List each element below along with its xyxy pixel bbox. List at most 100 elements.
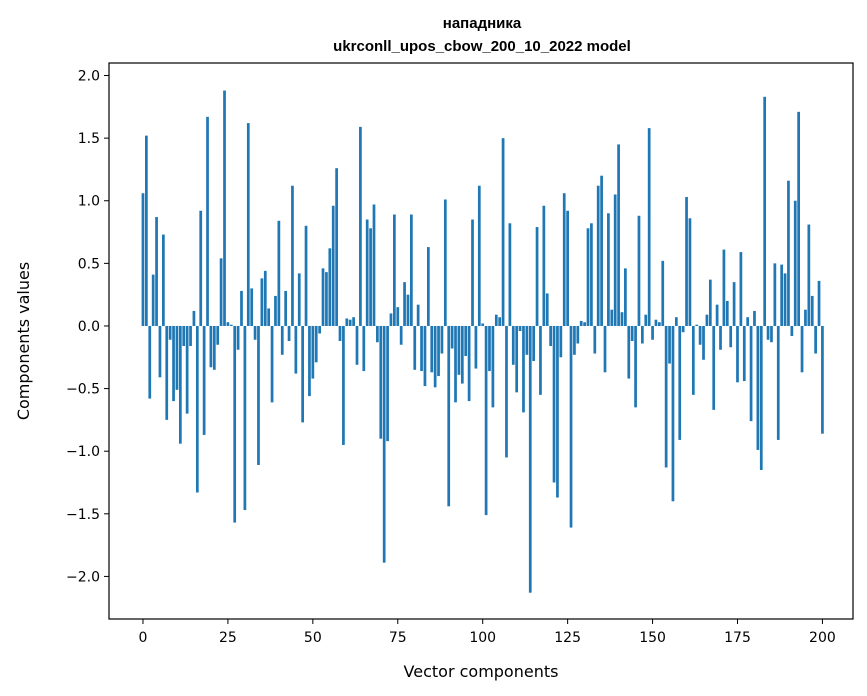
bar-37 xyxy=(267,308,271,326)
bar-22 xyxy=(216,325,220,345)
bar-76 xyxy=(399,325,403,345)
bar-95 xyxy=(464,325,468,357)
bar-42 xyxy=(284,290,288,326)
bar-134 xyxy=(596,185,600,326)
y-tick-label: 1.0 xyxy=(78,194,100,210)
bar-149 xyxy=(647,128,651,326)
bar-137 xyxy=(607,213,610,326)
bar-147 xyxy=(641,325,644,344)
bar-87 xyxy=(437,325,440,377)
bar-112 xyxy=(522,325,525,413)
y-tick-label: 0.0 xyxy=(78,319,100,335)
y-tick-label: −2.0 xyxy=(66,569,100,585)
bar-66 xyxy=(365,219,369,326)
bar-165 xyxy=(702,325,705,360)
bar-110 xyxy=(515,325,519,393)
bar-65 xyxy=(362,325,366,372)
bar-36 xyxy=(263,270,267,326)
bar-88 xyxy=(440,325,444,354)
bar-152 xyxy=(658,322,661,326)
bar-94 xyxy=(460,325,464,384)
bar-185 xyxy=(770,325,773,343)
bar-180 xyxy=(753,310,756,326)
bar-70 xyxy=(379,325,383,439)
bar-73 xyxy=(389,313,393,326)
bar-178 xyxy=(746,317,750,326)
y-tick-label: 1.5 xyxy=(78,131,100,147)
bar-189 xyxy=(783,273,787,326)
bar-162 xyxy=(691,325,695,395)
bar-121 xyxy=(552,325,556,483)
bar-161 xyxy=(688,218,692,326)
bar-115 xyxy=(532,325,536,362)
bar-96 xyxy=(467,325,471,402)
bar-5 xyxy=(158,325,162,378)
bar-91 xyxy=(450,325,454,349)
bar-12 xyxy=(182,325,186,347)
bar-141 xyxy=(620,312,624,326)
bar-32 xyxy=(250,288,254,326)
bar-117 xyxy=(539,325,542,395)
bar-199 xyxy=(817,280,821,326)
bar-107 xyxy=(505,325,508,458)
bar-52 xyxy=(318,325,321,334)
bar-85 xyxy=(430,325,434,373)
bar-55 xyxy=(328,248,332,326)
bar-49 xyxy=(308,325,311,397)
bar-74 xyxy=(393,214,396,326)
bar-68 xyxy=(372,204,376,326)
bar-190 xyxy=(787,180,790,326)
bar-31 xyxy=(246,123,250,326)
x-tick-label: 175 xyxy=(724,630,751,646)
bar-99 xyxy=(477,185,481,326)
bar-159 xyxy=(681,325,685,333)
bar-122 xyxy=(556,325,559,498)
bar-169 xyxy=(715,304,719,326)
bar-156 xyxy=(671,325,675,502)
bar-133 xyxy=(593,325,597,354)
bar-140 xyxy=(617,144,620,326)
bar-30 xyxy=(243,325,247,511)
bar-61 xyxy=(348,319,352,326)
bar-48 xyxy=(304,225,308,326)
bar-51 xyxy=(314,325,318,363)
bar-164 xyxy=(698,325,702,345)
bar-24 xyxy=(223,90,226,326)
bar-41 xyxy=(280,325,284,355)
bar-92 xyxy=(454,325,457,403)
bar-18 xyxy=(202,325,206,435)
bar-167 xyxy=(708,279,712,326)
bar-93 xyxy=(457,325,461,375)
y-axis-label: Components values xyxy=(14,262,33,420)
y-axis-ticks: −2.0 −1.5 −1.0 −0.5 0.0 0.5 1.0 1.5 2.0 xyxy=(66,69,109,585)
bar-108 xyxy=(508,223,512,326)
bar-136 xyxy=(603,325,607,373)
bar-128 xyxy=(576,325,580,344)
bar-64 xyxy=(359,126,362,326)
bar-57 xyxy=(335,168,338,326)
bar-177 xyxy=(742,325,746,382)
bar-179 xyxy=(749,325,753,422)
bar-119 xyxy=(545,293,549,326)
bar-120 xyxy=(549,325,552,347)
x-tick-label: 200 xyxy=(809,630,836,646)
bar-123 xyxy=(559,325,563,358)
bar-27 xyxy=(233,325,237,523)
bar-19 xyxy=(206,116,209,326)
bar-81 xyxy=(416,304,420,326)
bar-181 xyxy=(756,325,760,450)
bar-184 xyxy=(766,325,770,340)
bar-174 xyxy=(732,282,736,326)
bar-78 xyxy=(406,294,410,326)
bar-90 xyxy=(447,325,451,507)
bar-114 xyxy=(528,325,532,593)
bar-16 xyxy=(195,325,199,493)
bar-154 xyxy=(664,325,668,468)
bar-198 xyxy=(814,325,817,354)
bar-196 xyxy=(807,224,811,326)
bar-84 xyxy=(426,247,430,326)
bar-4 xyxy=(155,217,158,326)
bar-146 xyxy=(637,215,641,326)
bar-45 xyxy=(294,325,298,374)
